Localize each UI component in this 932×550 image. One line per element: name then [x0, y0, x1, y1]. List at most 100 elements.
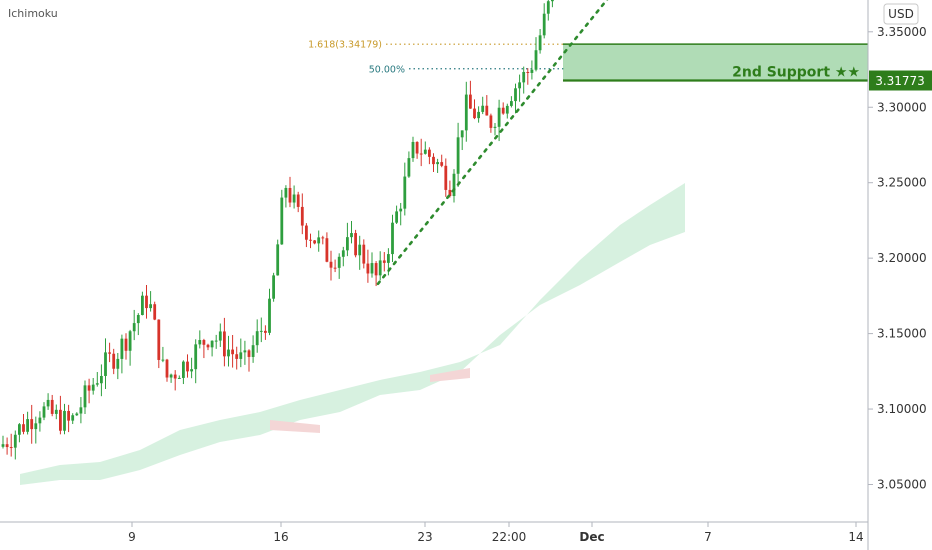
candle-body	[481, 105, 485, 112]
candle-body	[456, 137, 460, 174]
ichimoku-cloud-bear-segment	[270, 420, 320, 433]
candle-body	[305, 225, 308, 240]
candle-body	[169, 374, 173, 378]
candle-body	[337, 256, 341, 268]
candle-body	[132, 323, 136, 332]
price-tag-label: 3.31773	[875, 74, 925, 88]
ichimoku-cloud-bear-segment	[430, 368, 470, 382]
candle-body	[313, 240, 316, 244]
candle-body	[464, 94, 468, 131]
candle-body	[358, 244, 362, 256]
candle-body	[387, 254, 390, 263]
candle-body	[309, 239, 312, 241]
candle-body	[378, 260, 382, 276]
y-tick-label: 3.30000	[877, 100, 927, 114]
candle-body	[5, 444, 9, 448]
candle-body	[428, 149, 431, 157]
candle-body	[190, 369, 193, 372]
candle-body	[333, 267, 337, 269]
candle-body	[202, 340, 206, 345]
candle-body	[432, 156, 435, 165]
candle-body	[63, 410, 66, 431]
candle-body	[423, 149, 427, 154]
candle-body	[104, 352, 107, 376]
level-title-support2: 2nd Support ★★	[732, 64, 860, 80]
fib-label: 50.00%	[369, 64, 405, 75]
price-tag-support2	[869, 70, 932, 91]
candle-body	[272, 275, 275, 299]
x-tick-label: 14	[848, 530, 863, 544]
candle-body	[395, 211, 398, 223]
candle-body	[452, 173, 456, 197]
candle-body	[448, 189, 452, 197]
candle-body	[198, 340, 202, 345]
candle-body	[473, 108, 476, 119]
candle-body	[141, 295, 144, 316]
candle-body	[177, 377, 181, 379]
candle-body	[440, 162, 444, 166]
candle-body	[280, 197, 284, 245]
candle-body	[186, 361, 189, 372]
candle-body	[362, 244, 366, 264]
candle-body	[391, 222, 394, 255]
candle-body	[501, 107, 505, 114]
candle-body	[255, 331, 259, 346]
candle-body	[120, 338, 124, 359]
candle-body	[444, 165, 448, 190]
x-tick-label: 23	[417, 530, 432, 544]
x-tick-label: 7	[704, 530, 712, 544]
candle-body	[403, 176, 407, 209]
y-tick-label: 3.15000	[877, 327, 927, 341]
candle-body	[87, 385, 91, 391]
candle-body	[42, 406, 46, 418]
candle-body	[173, 374, 177, 379]
currency-badge[interactable]	[883, 3, 919, 25]
candle-body	[374, 263, 378, 276]
candle-body	[518, 82, 521, 89]
candlesticks	[1, 0, 554, 460]
candle-body	[50, 399, 54, 414]
fib-label: 1.618(3.34179)	[308, 40, 382, 51]
plot-area: 18(3.63770)72(3.50434)23.60%1(3.39906)1.…	[1, 0, 868, 485]
level-titles: 1st Resistance ★3.63803Upside Confirmati…	[732, 64, 932, 91]
candle-body	[112, 353, 116, 369]
y-tick-label: 3.25000	[877, 176, 927, 190]
candle-body	[419, 153, 423, 155]
candle-body	[1, 444, 5, 447]
y-tick-label: 3.20000	[877, 251, 927, 265]
candle-body	[161, 359, 165, 361]
candle-body	[329, 261, 333, 268]
candle-body	[59, 409, 62, 431]
candle-body	[317, 237, 321, 244]
candle-body	[223, 331, 226, 357]
candle-body	[284, 187, 288, 198]
candle-body	[46, 399, 50, 407]
candle-body	[100, 375, 103, 384]
candle-body	[38, 417, 42, 424]
candle-body	[522, 71, 526, 83]
candle-body	[108, 352, 111, 354]
candle-body	[292, 194, 296, 203]
candle-body	[546, 1, 550, 14]
candle-body	[477, 111, 480, 119]
candle-body	[227, 349, 230, 357]
candle-body	[79, 407, 83, 414]
candle-body	[83, 385, 87, 408]
candle-body	[149, 304, 152, 309]
x-tick-label: 16	[273, 530, 288, 544]
candle-body	[71, 415, 75, 421]
candle-body	[194, 344, 198, 370]
candle-body	[128, 331, 132, 351]
candle-body	[497, 107, 501, 127]
time-axis[interactable]: 9 16 23 22:00 Dec 7 14	[128, 522, 864, 544]
candle-body	[95, 383, 99, 385]
candle-body	[460, 130, 464, 138]
price-axis[interactable]: 3.05000 3.10000 3.15000 3.20000 3.25000 3.300…	[868, 0, 927, 492]
candle-body	[182, 361, 185, 378]
candle-body	[341, 250, 345, 257]
candle-body	[206, 344, 210, 348]
candle-body	[9, 447, 13, 449]
candle-body	[296, 194, 300, 207]
y-tick-label: 3.10000	[877, 402, 927, 416]
